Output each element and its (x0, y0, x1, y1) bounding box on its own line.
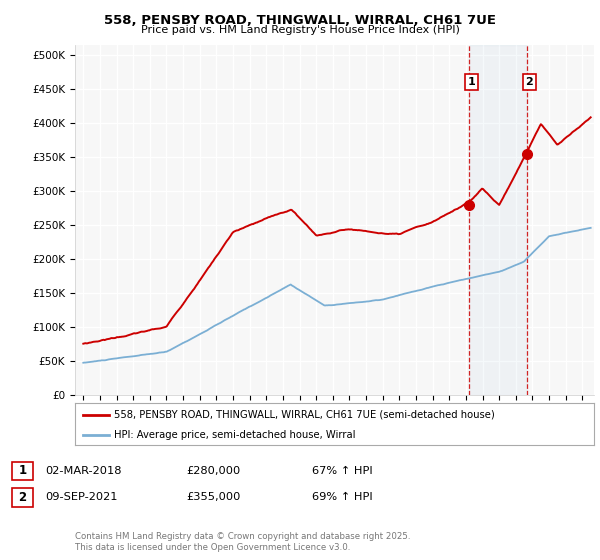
Text: 1: 1 (467, 77, 475, 87)
Text: 2: 2 (526, 77, 533, 87)
Text: 09-SEP-2021: 09-SEP-2021 (45, 492, 118, 502)
Text: Contains HM Land Registry data © Crown copyright and database right 2025.
This d: Contains HM Land Registry data © Crown c… (75, 532, 410, 552)
Text: £355,000: £355,000 (186, 492, 241, 502)
Text: HPI: Average price, semi-detached house, Wirral: HPI: Average price, semi-detached house,… (114, 430, 355, 440)
Text: 558, PENSBY ROAD, THINGWALL, WIRRAL, CH61 7UE: 558, PENSBY ROAD, THINGWALL, WIRRAL, CH6… (104, 14, 496, 27)
Text: 69% ↑ HPI: 69% ↑ HPI (312, 492, 373, 502)
Text: 67% ↑ HPI: 67% ↑ HPI (312, 466, 373, 476)
Text: 558, PENSBY ROAD, THINGWALL, WIRRAL, CH61 7UE (semi-detached house): 558, PENSBY ROAD, THINGWALL, WIRRAL, CH6… (114, 410, 494, 420)
Text: 1: 1 (19, 464, 26, 478)
Bar (469, 45, 527, 395)
Text: Price paid vs. HM Land Registry's House Price Index (HPI): Price paid vs. HM Land Registry's House … (140, 25, 460, 35)
Text: 2: 2 (19, 491, 26, 504)
Text: 02-MAR-2018: 02-MAR-2018 (45, 466, 121, 476)
Text: £280,000: £280,000 (186, 466, 240, 476)
